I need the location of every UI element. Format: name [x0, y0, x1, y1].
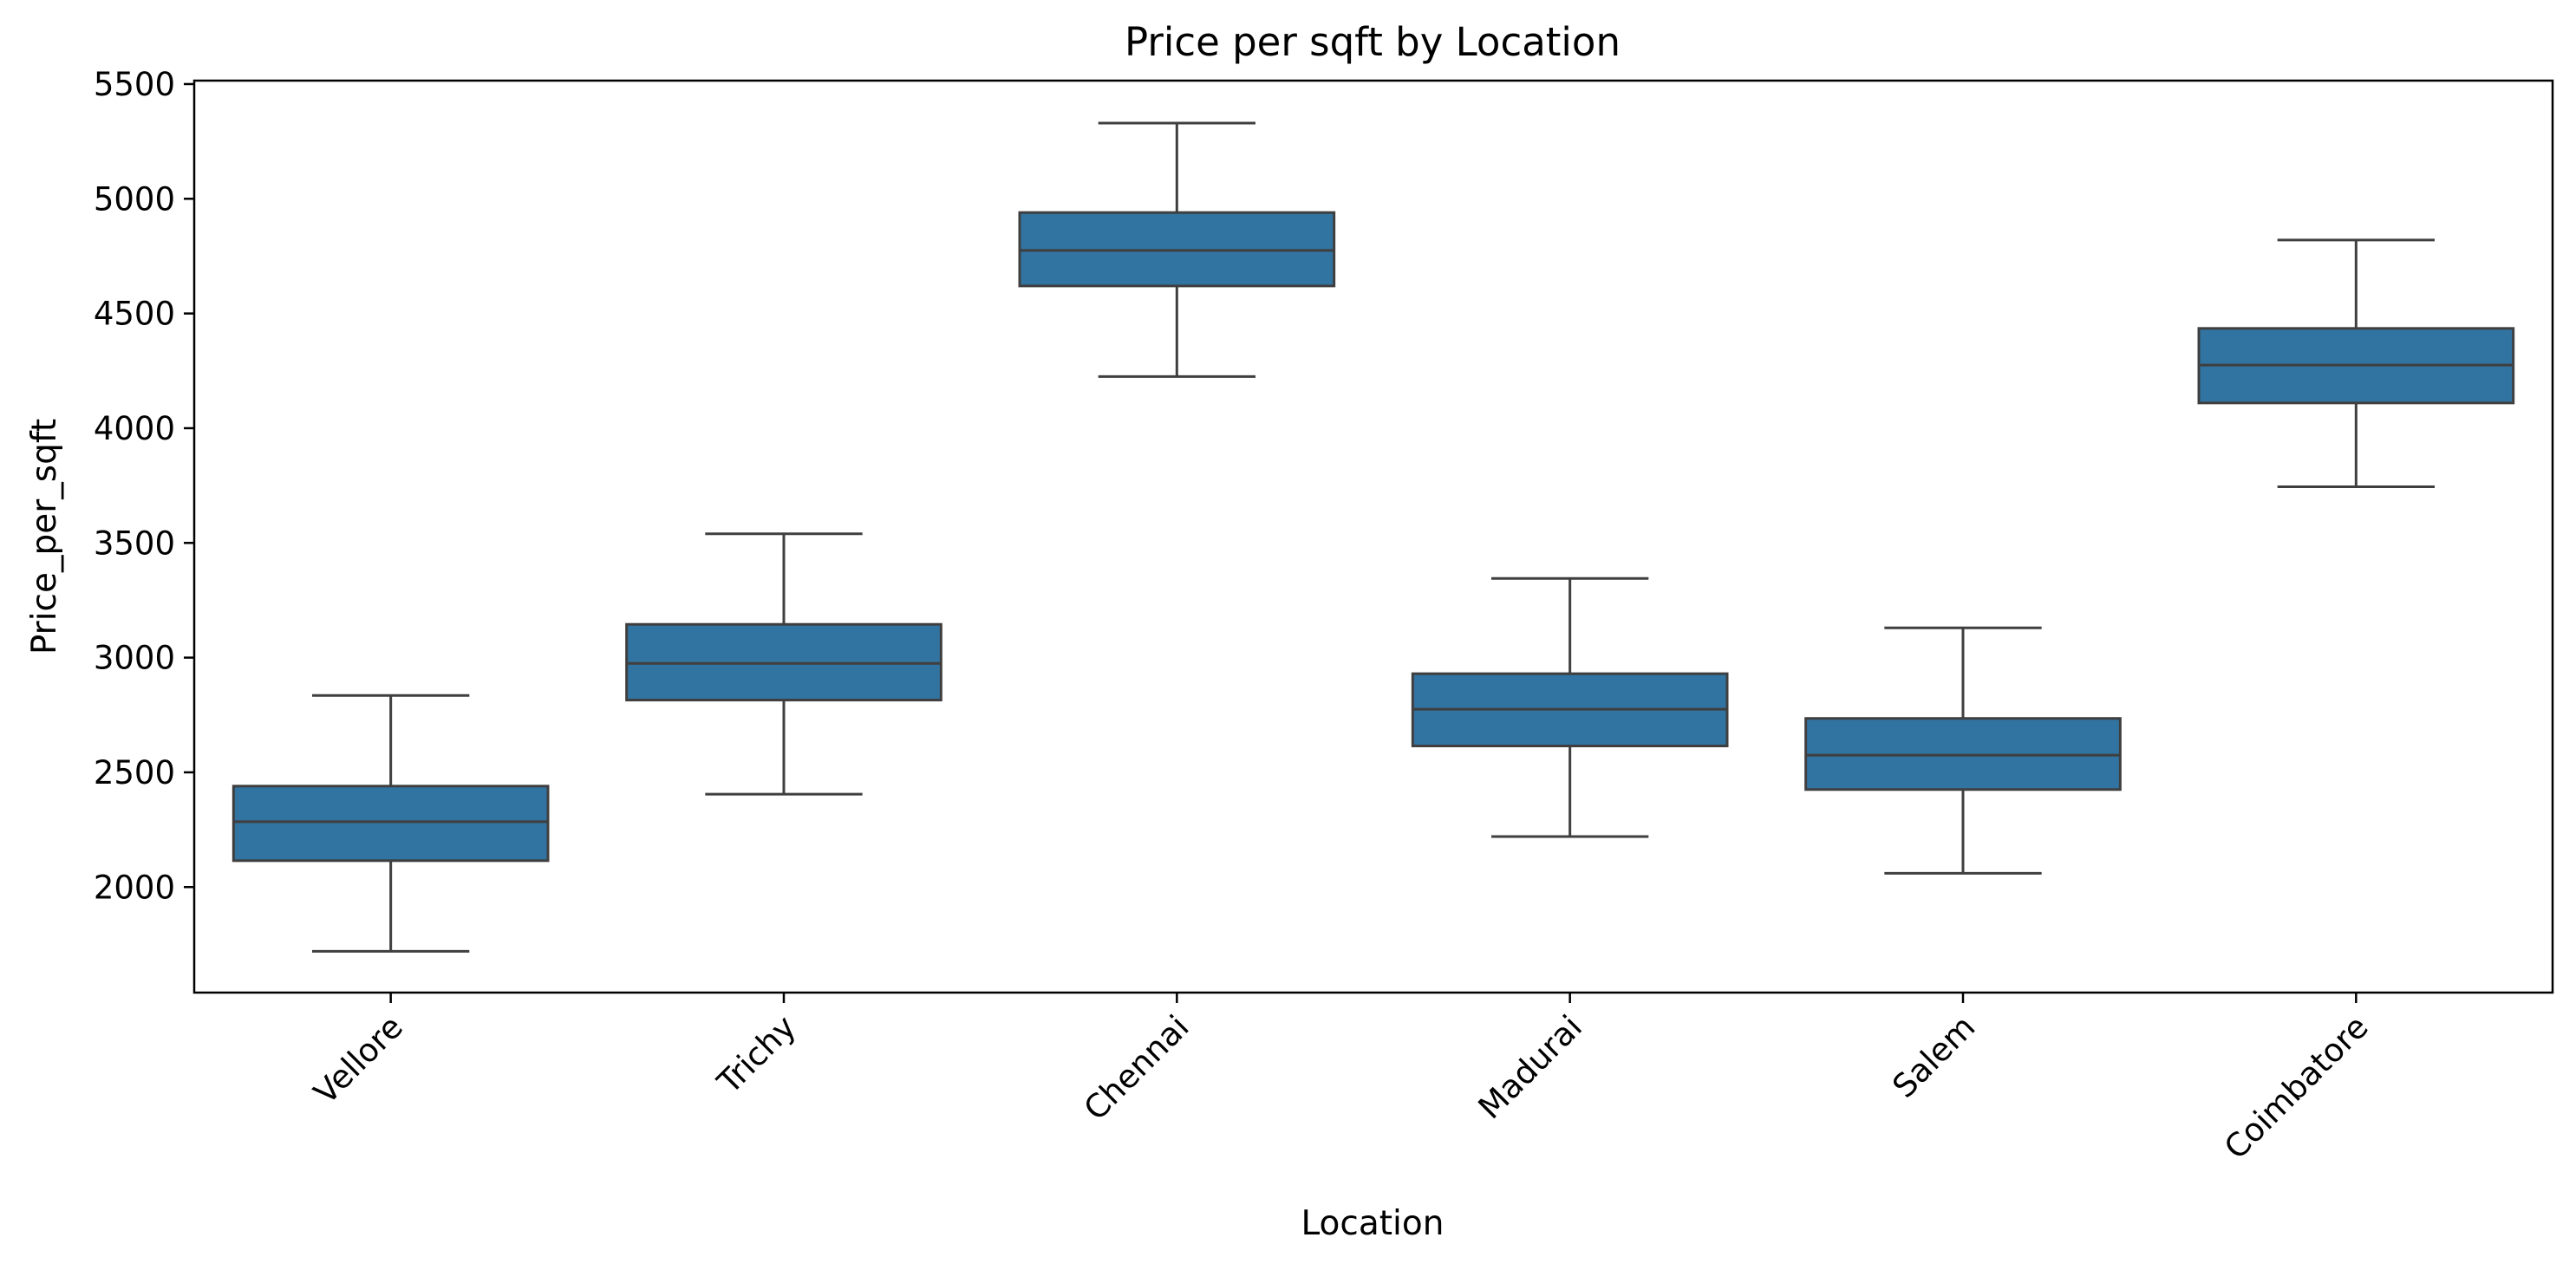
x-tick-label: Chennai — [1077, 1008, 1197, 1128]
y-tick-label: 3500 — [94, 524, 175, 562]
y-tick-label: 5000 — [94, 180, 175, 218]
box-vellore — [232, 694, 550, 953]
plot-marks — [232, 121, 2515, 953]
x-tick-label: Coimbatore — [2217, 1008, 2376, 1167]
x-axis-title: Location — [1301, 1204, 1445, 1243]
chart-title: Price per sqft by Location — [1125, 19, 1621, 65]
y-tick-label: 2500 — [94, 754, 175, 791]
box-coimbatore — [2197, 238, 2515, 488]
y-tick-label: 2000 — [94, 869, 175, 906]
x-tick-label: Trichy — [710, 1008, 804, 1102]
box-salem — [1804, 626, 2122, 875]
y-tick-label: 3000 — [94, 640, 175, 677]
y-tick-label: 4500 — [94, 296, 175, 333]
x-tick-label: Salem — [1885, 1008, 1982, 1105]
y-tick-label: 5500 — [94, 66, 175, 103]
box-chennai — [1018, 121, 1336, 378]
iqr-box — [232, 785, 550, 863]
x-axis: Vellore Trichy Chennai Madurai Salem Coimbato… — [307, 993, 2376, 1167]
y-axis-title: Price_per_sqft — [25, 419, 64, 655]
box-trichy — [625, 532, 942, 796]
x-tick-label: Madurai — [1471, 1008, 1589, 1126]
y-axis: 2000 2500 3000 3500 4000 4500 5000 5500 — [94, 66, 194, 906]
y-tick-label: 4000 — [94, 410, 175, 447]
plot-frame — [192, 79, 2554, 994]
box-madurai — [1411, 576, 1729, 838]
x-tick-label: Vellore — [307, 1008, 410, 1111]
